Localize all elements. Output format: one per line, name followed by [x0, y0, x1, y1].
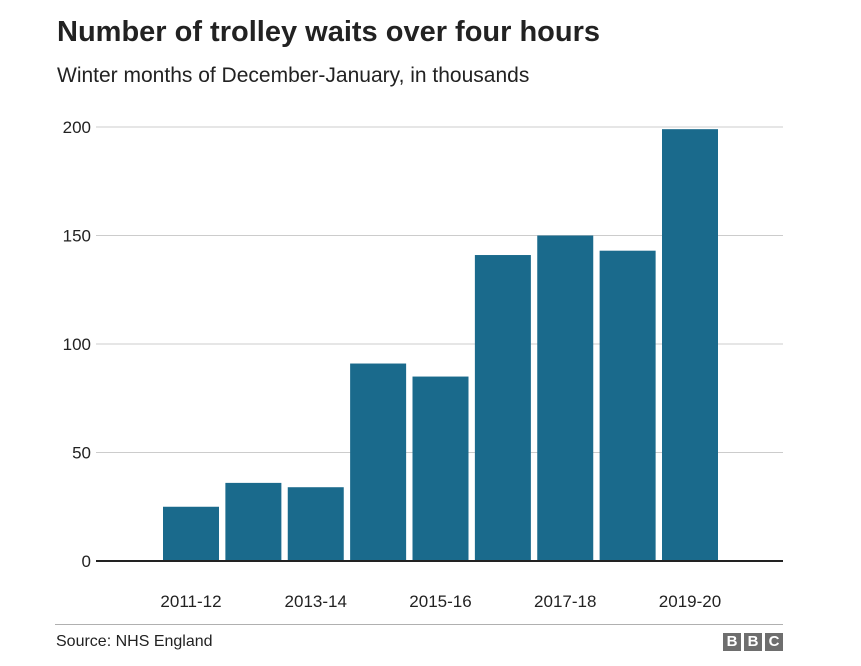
bar-2019-20	[662, 129, 718, 562]
bbc-logo-letter: C	[765, 633, 783, 651]
chart-title: Number of trolley waits over four hours	[57, 16, 601, 48]
bbc-logo-letter: B	[744, 633, 762, 651]
x-tick-label: 2019-20	[659, 592, 721, 611]
bar-2014-15	[350, 363, 407, 561]
bar-2011-12	[163, 506, 219, 561]
bar-2015-16	[412, 376, 469, 561]
bar-2017-18	[537, 235, 594, 561]
source-divider	[55, 624, 783, 625]
bar-2018-19	[599, 250, 656, 561]
y-tick-label: 0	[82, 552, 91, 571]
bar-chart: 0 50 100 150 200 2011-12 2013-14 2015-16 2017-18…	[63, 118, 783, 611]
bbc-logo: B B C	[723, 633, 783, 651]
y-tick-label: 100	[63, 335, 91, 354]
y-tick-label: 150	[63, 227, 91, 246]
source-text: Source: NHS England	[56, 633, 213, 650]
y-tick-label: 50	[72, 444, 91, 463]
x-tick-label: 2011-12	[160, 592, 221, 611]
bar-2016-17	[474, 255, 531, 561]
x-tick-label: 2013-14	[285, 592, 347, 611]
chart-subtitle: Winter months of December-January, in th…	[57, 64, 530, 87]
x-tick-label: 2015-16	[409, 592, 471, 611]
y-tick-label: 200	[63, 118, 91, 137]
bar-2013-14	[287, 487, 344, 561]
bbc-logo-letter: B	[723, 633, 741, 651]
bar-2012-13	[225, 482, 282, 561]
x-tick-label: 2017-18	[534, 592, 596, 611]
